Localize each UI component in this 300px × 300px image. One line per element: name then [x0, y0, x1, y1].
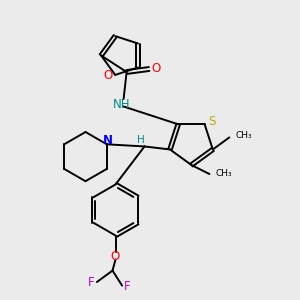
Text: CH₃: CH₃: [236, 131, 253, 140]
Text: O: O: [111, 250, 120, 263]
Text: O: O: [151, 61, 160, 75]
Text: N: N: [103, 134, 113, 147]
Text: F: F: [88, 276, 95, 290]
Text: S: S: [208, 116, 216, 128]
Text: NH: NH: [113, 98, 131, 111]
Text: H: H: [137, 135, 145, 145]
Text: CH₃: CH₃: [216, 169, 232, 178]
Text: O: O: [103, 69, 112, 82]
Text: F: F: [124, 280, 131, 293]
